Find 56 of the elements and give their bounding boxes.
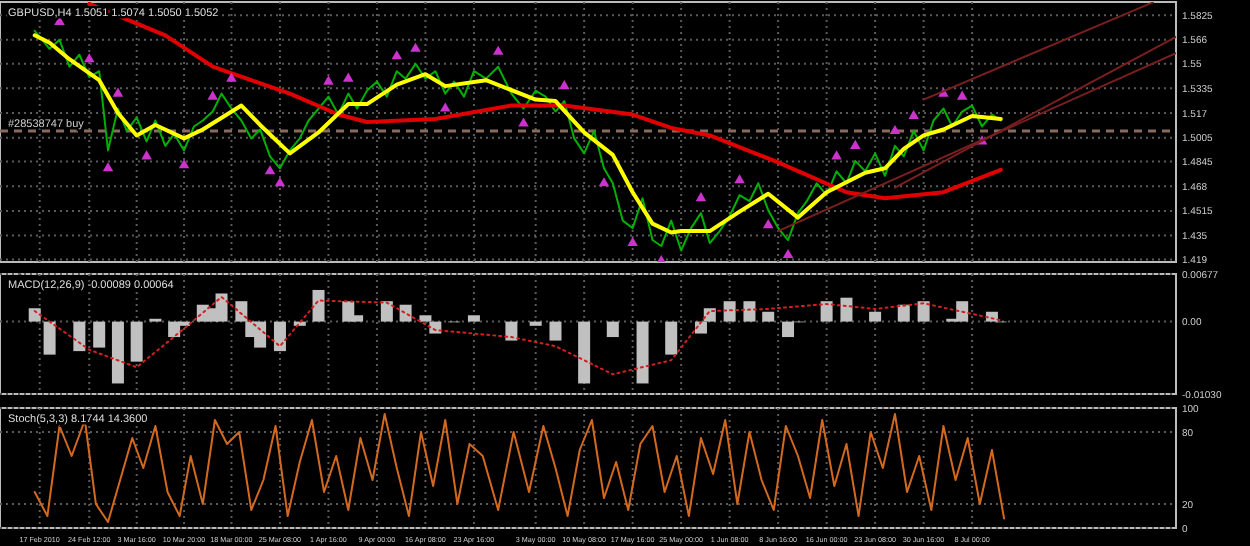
point: [492, 45, 504, 55]
point: [598, 177, 610, 187]
point: [559, 80, 570, 90]
point: [762, 219, 774, 229]
bar: [111, 321, 124, 384]
bar: [840, 297, 853, 322]
bar: [723, 301, 736, 322]
bar: [762, 311, 775, 322]
point: [410, 42, 421, 52]
point: [956, 90, 968, 100]
bar: [869, 311, 882, 322]
bar: [73, 321, 86, 352]
bar: [130, 321, 143, 362]
line-series: [33, 295, 1002, 376]
bar: [399, 304, 412, 322]
bar: [636, 321, 649, 384]
bar: [743, 301, 756, 322]
bar: [28, 308, 41, 322]
bar: [897, 304, 910, 322]
point: [440, 102, 451, 112]
point: [264, 165, 276, 175]
bar: [606, 321, 619, 338]
point: [391, 50, 403, 60]
bar: [380, 301, 393, 322]
bar: [43, 321, 56, 355]
bar: [505, 321, 518, 341]
bar: [782, 321, 795, 338]
point: [207, 90, 218, 100]
point: [141, 150, 152, 160]
point: [84, 53, 95, 63]
bar: [467, 315, 480, 322]
bar: [93, 321, 106, 348]
point: [734, 174, 745, 184]
point: [908, 109, 919, 120]
bar: [578, 321, 591, 384]
point: [518, 117, 529, 127]
bar: [215, 293, 228, 322]
point: [226, 72, 237, 82]
bar: [917, 301, 930, 322]
point: [831, 150, 842, 160]
point: [112, 87, 124, 97]
point: [850, 139, 861, 149]
bar: [820, 301, 833, 322]
point: [274, 177, 286, 187]
point: [889, 124, 901, 134]
point: [627, 236, 638, 247]
point: [102, 162, 114, 172]
point: [343, 72, 354, 82]
point: [782, 248, 794, 259]
bar: [273, 321, 286, 352]
bar: [549, 321, 562, 341]
bar: [665, 321, 678, 355]
bar: [312, 289, 325, 322]
point: [323, 75, 334, 85]
point: [695, 192, 707, 202]
point: [178, 159, 190, 169]
